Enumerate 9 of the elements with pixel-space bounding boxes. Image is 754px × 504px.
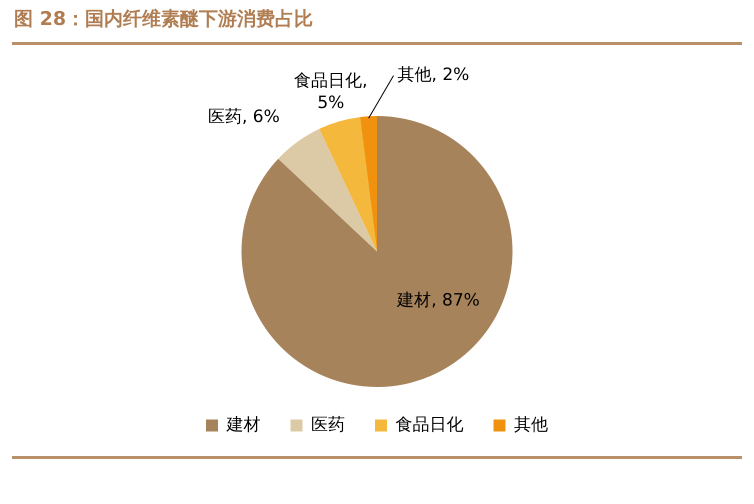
- data-label: 食品日化, 5%: [294, 70, 368, 113]
- data-label: 建材, 87%: [396, 290, 480, 311]
- data-label: 其他, 2%: [398, 64, 470, 85]
- legend-label: 建材: [226, 414, 260, 435]
- legend-label: 食品日化: [396, 414, 464, 435]
- chart-title: 图 28：国内纤维素醚下游消费占比: [14, 7, 314, 32]
- legend-label: 医药: [311, 414, 345, 435]
- data-label: 医药, 6%: [208, 107, 280, 128]
- legend-label: 其他: [514, 414, 548, 435]
